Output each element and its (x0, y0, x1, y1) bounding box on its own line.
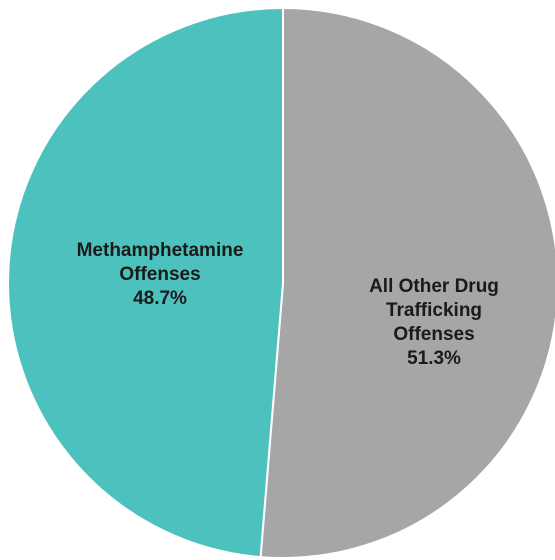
slice-label-1: Methamphetamine Offenses 48.7% (77, 240, 244, 309)
slice-label-line: Offenses (393, 324, 474, 345)
slice-label-line: All Other Drug (369, 276, 499, 297)
slice-label-0: All Other Drug Trafficking Offenses 51.3% (369, 276, 499, 369)
slice-value-label: 51.3% (407, 348, 461, 369)
pie-slice-1 (7, 6, 284, 559)
pie-slice-0 (259, 6, 555, 559)
slice-label-line: Trafficking (386, 300, 482, 321)
slice-value-label: 48.7% (133, 288, 187, 309)
slice-label-line: Offenses (119, 264, 200, 285)
slice-label-line: Methamphetamine (77, 240, 244, 261)
